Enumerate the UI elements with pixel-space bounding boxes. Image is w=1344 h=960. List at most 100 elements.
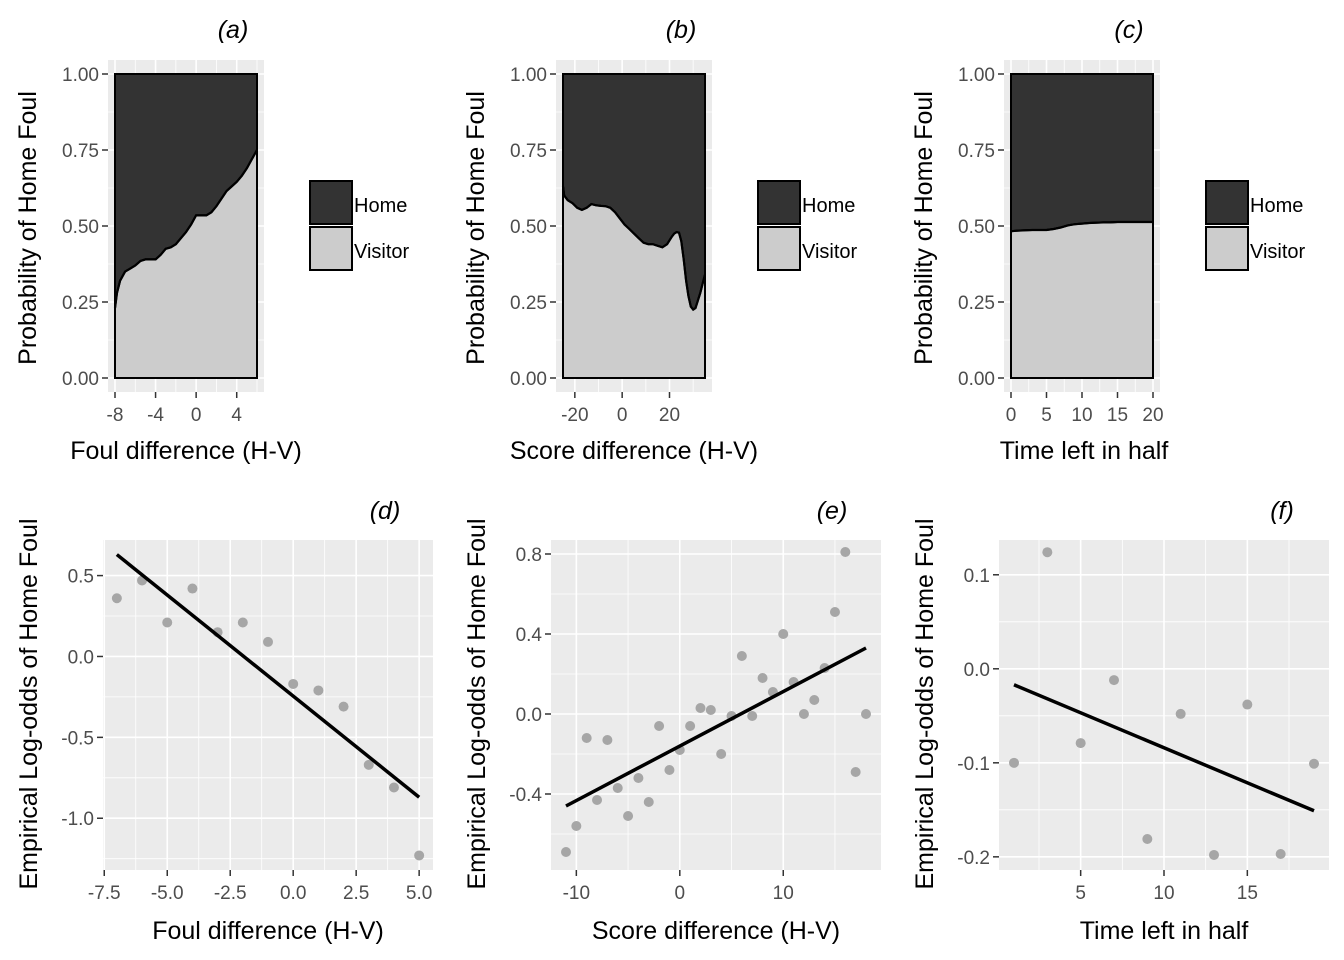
data-point [654,721,665,731]
y-tick-label: 0.4 [516,625,543,646]
fit-line [1013,683,1315,813]
legend-key-home [757,180,801,225]
panel-d: -1.0 -0.5 0.0 0.5 -7.5 -5.0 -2.5 0.0 2.5 5.0 Foul … [15,497,433,945]
x-tick-label: -4 [147,405,164,426]
y-tick-label: -0.1 [957,754,990,775]
data-point [414,850,425,861]
data-point [1075,738,1086,749]
area-outline [1010,73,1154,379]
x-tick-label: 10 [773,883,794,904]
x-axis-title: Time left in half [1080,917,1249,945]
x-tick-label: 0 [1006,405,1017,426]
y-axis-title: Probability of Home Foul [462,91,490,365]
y-tick-label: 1.00 [510,65,547,86]
y-tick-label: -0.4 [509,785,542,806]
data-point [747,711,758,721]
panel-title: (b) [666,16,697,44]
y-tick-label: 0.75 [958,141,995,162]
data-point [633,773,644,783]
data-point [602,735,613,745]
data-point [187,583,198,594]
area-home [1010,73,1154,233]
legend-label-home: Home [354,195,407,217]
data-point [623,811,634,821]
y-tick-label: 0.75 [510,141,547,162]
y-tick-label: -1.0 [61,809,94,830]
y-tick-label: 0.0 [516,705,542,726]
data-point [612,783,623,793]
x-tick-label: 2.5 [343,883,369,904]
legend-key-visitor [757,226,801,271]
panel-f: -0.2 -0.1 0.0 0.1 5 10 15 Time left in half Empi… [911,497,1329,945]
x-axis-title: Foul difference (H-V) [70,437,302,465]
y-tick-label: -0.2 [957,848,990,869]
area-visitor [1010,221,1154,379]
legend-key-visitor [1205,226,1249,271]
y-tick-label: 0.5 [68,567,94,588]
data-point [840,547,851,557]
data-point [1109,675,1119,686]
area-boundary-line [113,149,258,309]
x-axis-title: Score difference (H-V) [592,917,840,945]
y-axis-title: Empirical Log-odds of Home Foul [911,519,939,890]
data-point [1209,849,1219,860]
x-tick-label: -10 [563,883,590,904]
x-tick-label: 0 [191,405,202,426]
data-point [1275,849,1286,860]
data-point [288,678,299,689]
y-tick-label: 0.50 [958,217,995,238]
data-point [592,795,603,805]
y-tick-label: 0.1 [964,566,990,587]
x-tick-label: 15 [1107,405,1128,426]
x-tick-label: 5.0 [406,883,432,904]
x-tick-label: -5.0 [151,883,184,904]
panel-title: (d) [370,497,401,525]
x-tick-label: 10 [1071,405,1092,426]
data-point [757,673,768,683]
legend-key-visitor [309,226,353,271]
data-point [829,607,840,617]
x-axis-title: Foul difference (H-V) [152,917,384,945]
area-outline [114,73,258,379]
data-point [263,636,273,647]
data-point [798,709,809,719]
legend-label-visitor: Visitor [802,241,858,263]
x-axis-title: Time left in half [1000,437,1169,465]
x-tick-label: 4 [231,405,242,426]
data-point [1309,758,1319,769]
y-tick-label: 0.25 [958,293,995,314]
x-tick-label: -20 [561,405,588,426]
panel-a: 0.00 0.25 0.50 0.75 1.00 -8 -4 0 4 Foul differenc… [14,16,410,465]
area-outline [562,73,706,379]
y-axis-title: Probability of Home Foul [910,91,938,365]
legend-label-visitor: Visitor [354,241,410,263]
plot-background [103,540,433,870]
data-point [561,847,571,857]
legend: Home Visitor [309,180,410,271]
data-point [695,703,706,713]
y-axis-title: Empirical Log-odds of Home Foul [463,519,491,890]
legend: Home Visitor [1205,180,1306,271]
data-point [778,629,789,639]
fit-line [565,646,867,808]
data-point [736,651,747,661]
panel-title: (e) [817,497,848,525]
plot-background [551,540,881,870]
panel-title: (f) [1270,497,1294,525]
legend-key-home [1205,180,1249,225]
fit-line [115,553,421,799]
data-point [313,685,324,696]
data-point [1009,757,1019,768]
panel-c: 0.00 0.25 0.50 0.75 1.00 0 5 10 15 20 Time left in… [910,16,1306,465]
data-point [237,617,248,628]
x-tick-label: 15 [1237,883,1258,904]
y-tick-label: 0.50 [510,217,547,238]
data-point [705,705,716,715]
panel-title: (a) [218,16,249,44]
x-tick-label: -2.5 [214,883,247,904]
x-tick-label: 5 [1075,883,1086,904]
x-tick-label: -8 [107,405,124,426]
data-point [685,721,696,731]
y-tick-label: 0.00 [510,369,547,390]
y-tick-label: 0.0 [68,647,94,668]
